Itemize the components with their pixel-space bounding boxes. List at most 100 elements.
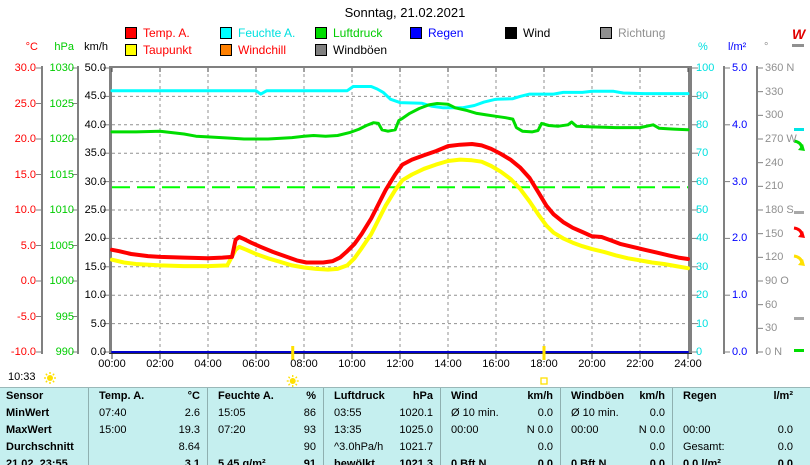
tick-label-rain: 5.0	[732, 62, 748, 74]
table-row: Ø 10 min. 0.0	[561, 405, 672, 422]
axis-unit-wind: km/h	[84, 41, 108, 53]
tick-label-temp: 20.0	[14, 133, 36, 145]
x-tick-label: 06:00	[242, 358, 270, 370]
tick-label-wind: 25.0	[84, 204, 106, 216]
series-taupunkt	[110, 157, 690, 272]
table-cell-value: hPa	[412, 390, 433, 402]
tick-label-direction: 360 N	[765, 62, 795, 74]
tick-label-pressure: 1005	[49, 239, 74, 252]
table-cell-value: 1021.7	[399, 441, 433, 453]
edge-marker-arrowhead	[798, 259, 805, 266]
tick-label-humidity: 50	[696, 204, 709, 216]
table-row: 0.0	[561, 439, 672, 456]
plot-border-top	[109, 66, 692, 68]
table-row: 00:00 N 0.0	[441, 422, 560, 439]
sunrise-sun-icon-ray	[295, 376, 298, 379]
x-tick-label: 20:00	[578, 358, 606, 370]
table-cell-value: 1021.3	[399, 458, 433, 465]
tick-label-humidity: 20	[696, 289, 709, 302]
table-cell-value: 19.3	[178, 424, 200, 436]
table-cell-name: Ø 10 min.	[571, 407, 619, 419]
edge-marker-dash	[794, 211, 804, 214]
tick-label-wind: 35.0	[84, 147, 106, 160]
table-cell-value: N 0.0	[638, 424, 665, 436]
table-row: 0 Bft N 0.0	[441, 456, 560, 465]
tick-label-direction: 150	[765, 227, 784, 240]
table-row: Windböen km/h	[561, 388, 672, 405]
legend-label-windchill: Windchill	[238, 43, 287, 57]
table-cell-name: 0.0 l/m²	[683, 458, 721, 465]
axis-unit-rain: l/m²	[728, 41, 747, 53]
table-row: Temp. A. °C	[89, 388, 207, 405]
table-row: 15:00 19.3	[89, 422, 207, 439]
table-row: 0 Bft N 0.0	[561, 456, 672, 465]
table-cell-value: 86	[303, 407, 316, 419]
table-cell-value: 91	[303, 458, 316, 465]
tick-label-rain: 4.0	[732, 118, 748, 131]
table-cell-name	[89, 439, 99, 456]
tick-label-wind: 5.0	[90, 317, 106, 330]
edge-marker-dash	[794, 317, 804, 320]
axis-unit-pressure: hPa	[54, 41, 74, 53]
table-row: Ø 10 min. 0.0	[441, 405, 560, 422]
tick-label-humidity: 80	[696, 118, 709, 131]
table-cell-name	[89, 456, 99, 465]
table-cell-name: 00:00	[571, 424, 599, 436]
x-tick-label: 18:00	[530, 358, 558, 370]
table-row: Gesamt: 0.0	[673, 439, 800, 456]
sunrise-sun-icon-ray	[288, 376, 291, 379]
tick-label-rain: 0.0	[732, 346, 748, 358]
legend-label-windböen: Windböen	[333, 43, 388, 57]
table-cell-name: 15:05	[218, 407, 246, 419]
axis-unit-humidity: %	[698, 41, 708, 53]
table-row: 0.0	[441, 439, 560, 456]
table-cell-value: 0.0	[649, 458, 665, 465]
tick-label-rain: 1.0	[732, 289, 748, 302]
x-tick-label: 16:00	[482, 358, 510, 370]
series-luftdruck	[110, 102, 690, 141]
table-cell-name: Wind	[451, 390, 478, 402]
table-row-label: MaxWert	[6, 424, 52, 436]
tick-label-temp: 30.0	[14, 62, 36, 74]
legend-label-taupunkt: Taupunkt	[143, 43, 192, 57]
x-tick-label: 22:00	[626, 358, 654, 370]
table-cell-value: 0.0	[777, 424, 793, 436]
table-cell-name: bewölkt	[334, 458, 375, 465]
table-cell-name	[441, 439, 451, 456]
table-row: 90	[208, 439, 323, 456]
table-cell-name: 0 Bft N	[571, 458, 607, 465]
table-row: Wind km/h	[441, 388, 560, 405]
app-logo-underline	[792, 44, 804, 47]
table-row: Regen l/m²	[673, 388, 800, 405]
legend-label-regen: Regen	[428, 26, 464, 40]
table-cell-name: 0 Bft N	[451, 458, 487, 465]
table-column-luftdruck: Luftdruck hPa 03:55 1020.1 13:35 1025.0 ^3.0hP…	[323, 388, 440, 465]
table-row: Luftdruck hPa	[324, 388, 440, 405]
table-cell-name: 15:00	[99, 424, 127, 436]
legend-swatch-windchill	[220, 44, 232, 56]
table-cell-value: 8.64	[178, 441, 200, 453]
table-column-windböen: Windböen km/h Ø 10 min. 0.0 00:00 N 0.0 0.0 0 B…	[560, 388, 672, 465]
table-row-label: 21.02. 23:55	[6, 458, 68, 465]
legend-label-temp-a-: Temp. A.	[143, 26, 190, 40]
table-cell-value: 0.0	[537, 458, 553, 465]
table-column-feuchte-a-: Feuchte A.% 15:05 86 07:20 93 90 5.45 g/m² 91	[207, 388, 323, 465]
table-cell-value: 0.0	[649, 441, 665, 453]
table-row	[673, 405, 800, 422]
tick-label-direction: 240	[765, 156, 784, 169]
table-row: 07:40 2.6	[89, 405, 207, 422]
table-cell-value: °C	[187, 390, 200, 402]
tick-label-direction: 300	[765, 109, 784, 122]
tick-label-wind: 45.0	[84, 90, 106, 103]
tick-label-humidity: 0	[696, 346, 703, 358]
tick-label-direction: 120	[765, 251, 784, 264]
x-tick-label: 04:00	[194, 358, 222, 370]
table-row: 3.1	[89, 456, 207, 465]
legend-swatch-taupunkt	[125, 44, 137, 56]
table-cell-name: Luftdruck	[334, 390, 385, 402]
tick-label-wind: 10.0	[84, 289, 106, 302]
tick-label-direction: 0 N	[765, 346, 783, 358]
tick-label-pressure: 1030	[49, 62, 74, 74]
tick-label-direction: 90 O	[765, 275, 789, 287]
